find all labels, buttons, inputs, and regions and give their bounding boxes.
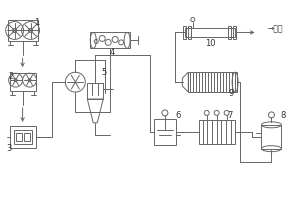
Bar — [188, 26, 191, 39]
Text: 4: 4 — [110, 48, 115, 57]
Text: 6: 6 — [175, 111, 181, 120]
Bar — [8, 20, 38, 41]
Text: →产品: →产品 — [268, 24, 283, 33]
Text: 7: 7 — [227, 111, 232, 120]
Bar — [233, 26, 236, 39]
Bar — [10, 126, 35, 148]
Bar — [262, 125, 281, 149]
Bar — [199, 120, 235, 144]
Bar — [188, 72, 237, 92]
Bar — [10, 73, 35, 91]
Text: 1: 1 — [34, 18, 39, 27]
Bar — [185, 28, 235, 37]
Bar — [24, 133, 30, 141]
Text: 2: 2 — [8, 72, 13, 81]
Bar — [154, 119, 176, 145]
Text: 9: 9 — [229, 89, 234, 98]
Text: 3: 3 — [6, 144, 11, 153]
Bar — [183, 26, 186, 39]
Bar — [228, 26, 231, 39]
Bar — [14, 130, 32, 144]
Bar — [16, 133, 22, 141]
Text: 5: 5 — [102, 68, 107, 77]
Bar — [87, 83, 103, 99]
Text: 10: 10 — [206, 39, 216, 48]
Text: 8: 8 — [281, 111, 286, 120]
Bar — [90, 32, 130, 48]
